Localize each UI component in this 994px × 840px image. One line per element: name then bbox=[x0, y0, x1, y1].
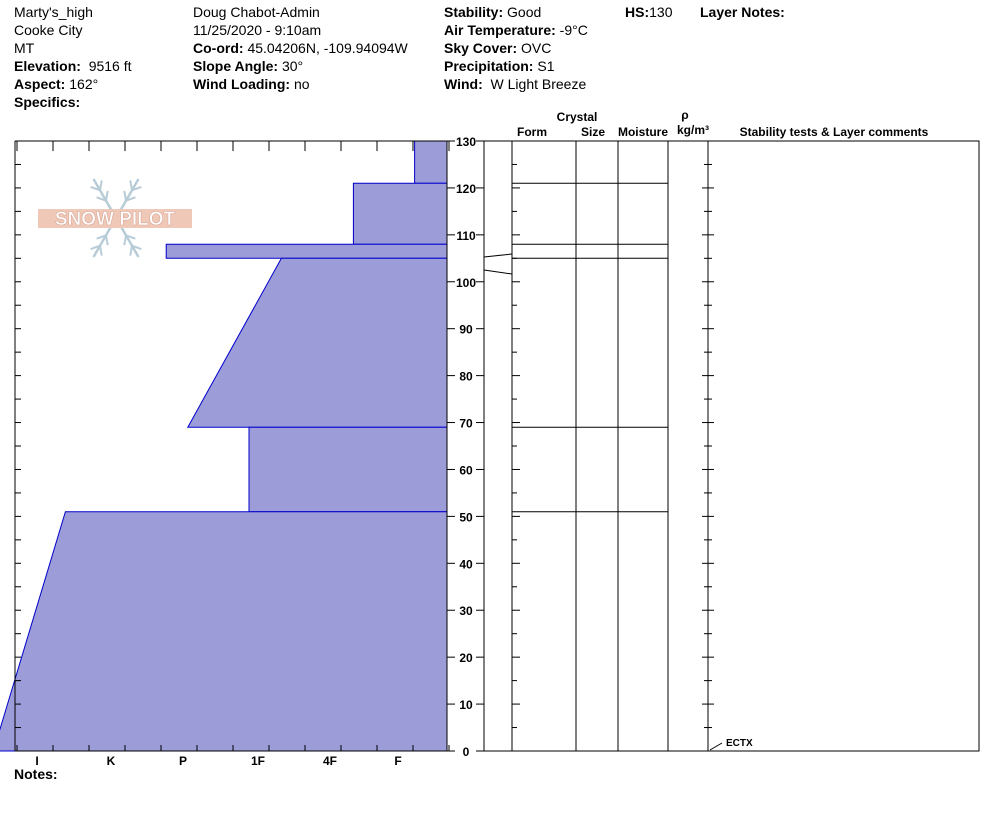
site-name: Marty's_high bbox=[14, 4, 93, 20]
wind-label: Wind: bbox=[444, 76, 483, 92]
coord-value: 45.04206N, -109.94094W bbox=[247, 40, 408, 56]
elevation-value: 9516 ft bbox=[88, 58, 132, 74]
snowflake-branch-icon bbox=[131, 244, 142, 251]
slope-label: Slope Angle: bbox=[193, 58, 279, 74]
notes-label: Notes: bbox=[14, 766, 58, 782]
air-temperature: Air Temperature: -9°C bbox=[444, 21, 588, 39]
hardness-layer-3 bbox=[186, 257, 448, 428]
total-snow-height: HS:130 bbox=[625, 3, 672, 21]
snowflake-branch-icon bbox=[129, 180, 133, 191]
hardness-layer-2 bbox=[165, 243, 448, 259]
snowflake-branch-icon bbox=[129, 245, 133, 256]
snowpilot-logo: SNOW PILOT bbox=[38, 178, 192, 258]
snowflake-branch-icon bbox=[123, 190, 127, 201]
snowflake-branch-icon bbox=[125, 234, 136, 240]
density-unit: kg/m³ bbox=[676, 123, 709, 137]
layer-connector bbox=[483, 253, 513, 258]
stability: Stability: Good bbox=[444, 3, 541, 21]
snowflake-branch-icon bbox=[105, 190, 109, 201]
observation-datetime: 11/25/2020 - 9:10am bbox=[193, 22, 322, 38]
hardness-x-label-F: F bbox=[394, 754, 401, 768]
depth-tick-label-90: 90 bbox=[459, 323, 473, 337]
hardness-x-label-4F: 4F bbox=[323, 754, 337, 768]
depth-tick-label-20: 20 bbox=[459, 651, 473, 665]
hardness-x-label-I: I bbox=[35, 754, 38, 768]
layer-notes-label: Layer Notes: bbox=[700, 4, 785, 20]
stability-label: Stability: bbox=[444, 4, 504, 20]
slope-angle: Slope Angle: 30° bbox=[193, 57, 303, 75]
observer: Doug Chabot-Admin bbox=[193, 4, 320, 20]
hs-label: HS: bbox=[625, 4, 650, 20]
sky-cover: Sky Cover: OVC bbox=[444, 39, 551, 57]
hardness-x-label-P: P bbox=[179, 754, 187, 768]
density-symbol: ρ bbox=[681, 108, 689, 122]
aspect-label: Aspect: bbox=[14, 76, 66, 92]
depth-tick-label-60: 60 bbox=[459, 463, 473, 477]
depth-tick-label-130: 130 bbox=[456, 135, 476, 149]
snowflake-branch-icon bbox=[90, 244, 101, 251]
moisture-header: Moisture bbox=[617, 125, 668, 139]
snowflake-branch-icon bbox=[131, 185, 142, 192]
stability-value: Good bbox=[507, 4, 542, 20]
stability-test-pointer bbox=[709, 742, 723, 751]
elevation: Elevation: 9516 ft bbox=[14, 57, 132, 75]
air-temp-label: Air Temperature: bbox=[444, 22, 556, 38]
slope-value: 30° bbox=[281, 58, 304, 74]
hs-value: 130 bbox=[649, 4, 673, 20]
crystal-header: Crystal bbox=[556, 110, 598, 124]
hardness-layer-0 bbox=[414, 140, 448, 184]
precip-label: Precipitation: bbox=[444, 58, 534, 74]
precipitation: Precipitation: S1 bbox=[444, 57, 554, 75]
coord-label: Co-ord: bbox=[193, 40, 244, 56]
snowflake-branch-icon bbox=[96, 234, 107, 240]
sky-value: OVC bbox=[521, 40, 552, 56]
logo-text: SNOW PILOT bbox=[55, 209, 176, 230]
depth-tick-label-30: 30 bbox=[459, 604, 473, 618]
wind-loading-value: no bbox=[293, 76, 310, 92]
wind: Wind: W Light Breeze bbox=[444, 75, 586, 93]
precip-value: S1 bbox=[537, 58, 555, 74]
depth-tick-label-0: 0 bbox=[463, 745, 470, 759]
snowflake-branch-icon bbox=[90, 185, 101, 192]
elevation-label: Elevation: bbox=[14, 58, 81, 74]
coordinates: Co-ord: 45.04206N, -109.94094W bbox=[193, 39, 408, 57]
depth-tick-label-70: 70 bbox=[459, 417, 473, 431]
stability-tests-header: Stability tests & Layer comments bbox=[739, 125, 929, 139]
logo-banner bbox=[38, 209, 192, 228]
depth-tick-label-120: 120 bbox=[456, 182, 476, 196]
hardness-layer-1 bbox=[352, 182, 448, 245]
hardness-layer-5 bbox=[0, 511, 448, 752]
depth-tick-label-80: 80 bbox=[459, 370, 473, 384]
hardness-x-label-K: K bbox=[107, 754, 116, 768]
wind-loading-label: Wind Loading: bbox=[193, 76, 291, 92]
depth-tick-label-50: 50 bbox=[459, 510, 473, 524]
depth-tick-label-110: 110 bbox=[456, 229, 476, 243]
snowflake-branch-icon bbox=[125, 196, 136, 202]
specifics-label: Specifics: bbox=[14, 94, 81, 110]
size-header: Size bbox=[580, 125, 605, 139]
form-header: Form bbox=[517, 125, 547, 139]
state: MT bbox=[14, 40, 35, 56]
snowflake-branch-icon bbox=[99, 245, 103, 256]
hardness-x-label-1F: 1F bbox=[251, 754, 265, 768]
snowflake-branch-icon bbox=[123, 235, 127, 246]
stability-test-label: ECTX bbox=[726, 738, 753, 749]
wind-value: W Light Breeze bbox=[490, 76, 587, 92]
hardness-layer-4 bbox=[248, 426, 448, 513]
sky-label: Sky Cover: bbox=[444, 40, 518, 56]
aspect-value: 162° bbox=[69, 76, 99, 92]
layer-table-frame bbox=[483, 140, 980, 752]
depth-tick-label-10: 10 bbox=[459, 698, 473, 712]
depth-tick-label-100: 100 bbox=[456, 276, 476, 290]
wind-loading: Wind Loading: no bbox=[193, 75, 310, 93]
depth-tick-label-40: 40 bbox=[459, 557, 473, 571]
snowflake-branch-icon bbox=[105, 235, 109, 246]
snowflake-branch-icon bbox=[99, 180, 103, 191]
aspect: Aspect: 162° bbox=[14, 75, 98, 93]
air-temp-value: -9°C bbox=[559, 22, 588, 38]
layer-connector bbox=[483, 269, 513, 275]
city: Cooke City bbox=[14, 22, 83, 38]
snowflake-branch-icon bbox=[96, 196, 107, 202]
